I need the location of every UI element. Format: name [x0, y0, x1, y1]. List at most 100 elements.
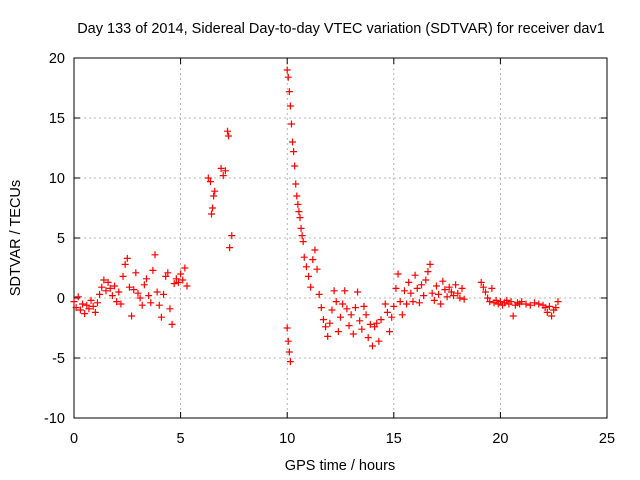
data-point: [172, 275, 180, 283]
x-tick-label: 5: [177, 431, 185, 447]
data-point: [507, 298, 515, 306]
data-point: [328, 306, 336, 314]
data-point: [221, 167, 229, 175]
data-point: [543, 308, 551, 316]
data-point: [388, 313, 396, 321]
data-point: [294, 200, 302, 208]
data-point: [100, 276, 108, 284]
data-point: [166, 305, 174, 313]
data-point: [296, 214, 304, 222]
data-point: [334, 328, 342, 336]
data-point: [228, 232, 236, 240]
data-point: [386, 328, 394, 336]
data-point: [162, 272, 170, 280]
data-point: [307, 283, 315, 291]
data-point: [441, 286, 449, 294]
data-point: [284, 337, 292, 345]
data-point: [106, 284, 114, 292]
data-point: [413, 284, 421, 292]
data-point: [403, 300, 411, 308]
data-point: [136, 294, 144, 302]
data-point: [375, 337, 383, 345]
data-point: [351, 304, 359, 312]
data-point: [298, 232, 306, 240]
data-point: [420, 292, 428, 300]
data-point: [552, 304, 560, 312]
data-point: [496, 298, 504, 306]
data-point: [183, 282, 191, 290]
data-point: [295, 208, 303, 216]
data-point: [210, 192, 218, 200]
x-axis-label: GPS time / hours: [285, 458, 395, 474]
data-point: [443, 293, 451, 301]
data-point: [291, 162, 299, 170]
data-point: [83, 301, 91, 309]
data-point: [522, 300, 530, 308]
y-tick-label: 10: [49, 171, 65, 187]
data-point: [360, 302, 368, 310]
data-point: [445, 283, 453, 291]
data-point: [174, 278, 182, 286]
data-point: [509, 312, 517, 320]
data-point: [422, 276, 430, 284]
data-points: [70, 66, 562, 366]
y-tick-label: -5: [52, 351, 65, 367]
data-point: [343, 305, 351, 313]
data-point: [439, 277, 447, 285]
data-point: [138, 301, 146, 309]
y-tick-label: 20: [49, 51, 65, 67]
data-point: [426, 260, 434, 268]
data-point: [168, 320, 176, 328]
data-point: [349, 330, 357, 338]
data-point: [456, 294, 464, 302]
data-point: [160, 290, 168, 298]
data-point: [383, 308, 391, 316]
data-point: [204, 174, 212, 182]
data-point: [486, 298, 494, 306]
data-point: [181, 264, 189, 272]
data-point: [415, 299, 423, 307]
data-point: [381, 300, 389, 308]
data-point: [170, 280, 178, 288]
data-point: [535, 300, 543, 308]
data-point: [394, 270, 402, 278]
data-point: [347, 311, 355, 319]
x-tick-label: 20: [492, 431, 508, 447]
data-point: [155, 301, 163, 309]
data-point: [354, 288, 362, 296]
data-point: [134, 289, 142, 297]
data-point: [225, 132, 233, 140]
data-point: [541, 304, 549, 312]
data-point: [292, 180, 300, 188]
data-point: [283, 66, 291, 74]
data-point: [548, 312, 556, 320]
data-point: [153, 288, 161, 296]
data-point: [132, 269, 140, 277]
data-point: [454, 289, 462, 297]
data-point: [424, 268, 432, 276]
data-point: [418, 281, 426, 289]
data-point: [488, 284, 496, 292]
y-tick-label: 15: [49, 111, 65, 127]
data-point: [392, 284, 400, 292]
data-point: [286, 358, 294, 366]
data-point: [545, 302, 553, 310]
data-point: [526, 301, 534, 309]
data-point: [151, 251, 159, 259]
data-point: [104, 278, 112, 286]
data-point: [289, 138, 297, 146]
data-point: [449, 292, 457, 300]
data-point: [208, 210, 216, 218]
data-point: [128, 312, 136, 320]
data-point: [341, 287, 349, 295]
data-point: [332, 298, 340, 306]
data-point: [503, 296, 511, 304]
data-point: [287, 120, 295, 128]
data-point: [479, 283, 487, 291]
data-point: [398, 311, 406, 319]
x-tick-label: 15: [386, 431, 402, 447]
data-point: [285, 348, 293, 356]
data-point: [102, 287, 110, 295]
x-tick-label: 10: [279, 431, 295, 447]
data-point: [297, 224, 305, 232]
